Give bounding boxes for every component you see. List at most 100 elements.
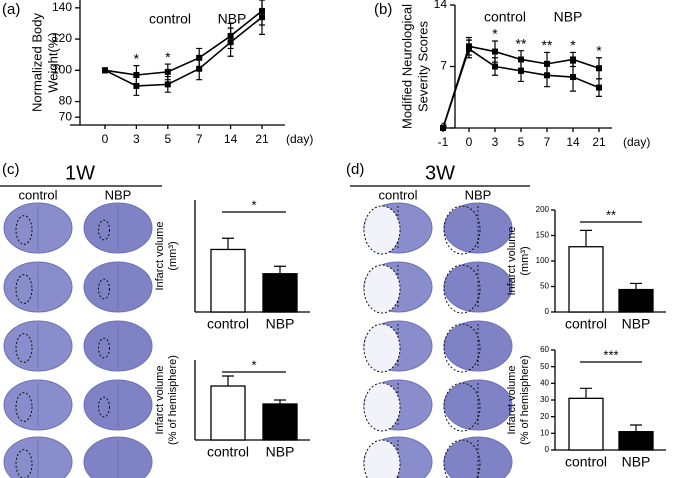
y-axis-label: Infarct volume [506, 226, 518, 295]
infarct-outline [98, 219, 110, 241]
infarct-outline [443, 205, 481, 255]
data-point [440, 125, 446, 131]
data-point [570, 74, 576, 81]
x-tick-label: control [565, 316, 607, 332]
y-tick-label: 30 [540, 395, 549, 404]
panel-label: (a) [2, 1, 20, 18]
panel-label: (c) [2, 161, 20, 178]
x-tick-label: 5 [164, 132, 171, 146]
y-tick-label: 120 [52, 31, 72, 45]
x-tick-label: 3 [133, 132, 140, 146]
infarct-outline [443, 382, 481, 432]
infarct-outline [443, 323, 481, 373]
y-tick-label: 200 [536, 205, 550, 214]
y-tick-label: 140 [52, 0, 72, 14]
y-axis-label: Normalized Body [29, 13, 44, 112]
significance: ** [606, 207, 616, 222]
panel-label: (d) [346, 161, 364, 178]
x-tick-label: NBP [266, 444, 295, 460]
series-line [104, 16, 263, 87]
brain-sections [3, 202, 513, 478]
data-point [492, 63, 498, 70]
infarct-outline [15, 392, 33, 422]
y-tick-label: 7 [440, 59, 447, 73]
data-point [570, 56, 576, 63]
x-tick-label: 21 [592, 135, 606, 149]
y-axis-label: Severity Scores [415, 20, 430, 112]
data-point [518, 67, 524, 74]
significance: * [251, 357, 256, 372]
y-tick-label: 150 [536, 231, 550, 240]
bar [262, 403, 298, 441]
data-point [544, 72, 550, 79]
y-tick-label: 10 [540, 428, 549, 437]
bar [262, 273, 298, 313]
x-tick-label: NBP [266, 316, 295, 332]
x-tick-label: 0 [466, 135, 473, 149]
significance: * [570, 37, 576, 53]
data-point [466, 45, 472, 52]
y-tick-label: 40 [540, 378, 549, 387]
y-tick-label: 80 [59, 94, 73, 108]
y-tick-label: 60 [540, 345, 549, 354]
y-tick-label: 20 [540, 412, 549, 421]
x-tick-label: 7 [196, 132, 203, 146]
x-axis-label: (day) [623, 135, 650, 149]
panel-title: 1W [65, 162, 95, 184]
y-axis-label: Infarct volume [154, 365, 166, 434]
x-tick-label: 5 [518, 135, 525, 149]
y-tick-label: 50 [540, 282, 549, 291]
x-tick-label: control [207, 316, 249, 332]
x-tick-label: 21 [255, 132, 269, 146]
data-point [227, 32, 234, 39]
infarct-outline [15, 215, 33, 245]
legend-label: control [484, 9, 526, 25]
y-tick-label: 50 [540, 362, 549, 371]
data-point [133, 72, 140, 78]
error-bar [580, 387, 592, 399]
legend-label: NBP [554, 9, 583, 25]
infarct-outline [363, 205, 401, 255]
x-tick-label: 14 [566, 135, 580, 149]
x-axis-label: (day) [286, 132, 313, 146]
column-label: NBP [105, 187, 132, 202]
bar [568, 397, 604, 451]
x-tick-label: NBP [622, 316, 651, 332]
y-tick-label: 100 [52, 62, 72, 76]
x-tick-label: -1 [438, 135, 449, 149]
data-point [596, 84, 602, 91]
infarct-outline [363, 439, 401, 478]
y-axis-label: (mm³) [519, 246, 531, 275]
significance: ** [516, 35, 527, 51]
y-tick-label: 100 [536, 256, 550, 265]
data-point [164, 68, 171, 75]
data-point [492, 48, 498, 55]
x-tick-label: 14 [224, 132, 238, 146]
bar [210, 385, 246, 441]
data-point [102, 67, 108, 74]
data-point [164, 81, 171, 88]
infarct-outline [15, 449, 33, 478]
significance: * [165, 49, 171, 65]
data-point [133, 82, 140, 89]
significance: * [134, 50, 140, 66]
y-axis-label: (% of hemisphere) [519, 355, 531, 445]
bar [618, 431, 654, 451]
bar [210, 248, 246, 313]
data-point [596, 65, 602, 72]
y-tick-label: 0 [545, 445, 550, 454]
significance: * [596, 42, 602, 58]
y-axis-label: Weight(%) [45, 32, 60, 92]
panel-title: 3W [425, 162, 455, 184]
legend-label: NBP [218, 11, 247, 27]
y-axis-label: Infarct volume [154, 221, 166, 290]
error-bar [580, 229, 592, 247]
error-bar [274, 265, 286, 274]
infarct-outline [363, 323, 401, 373]
x-tick-label: control [565, 454, 607, 470]
infarct-outline [363, 264, 401, 314]
series-line [104, 10, 263, 76]
infarct-outline [443, 264, 481, 314]
significance: *** [603, 347, 618, 362]
